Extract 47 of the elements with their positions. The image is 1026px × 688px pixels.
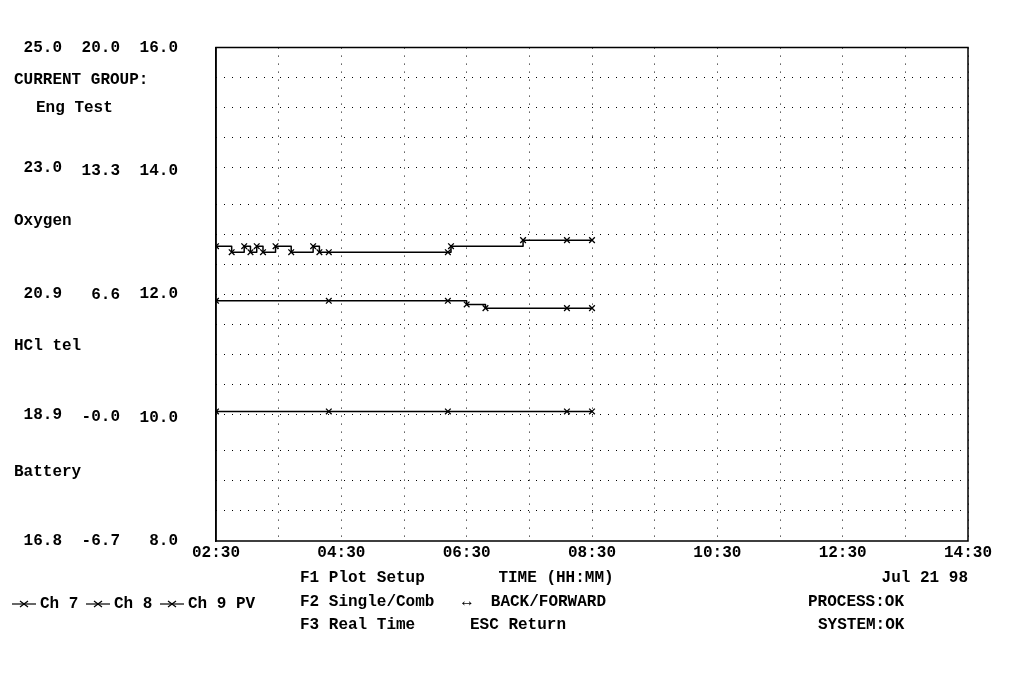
y3-tick-label: 14.0 xyxy=(139,161,178,180)
text: Oxygen xyxy=(14,212,72,231)
text: HCl tel xyxy=(14,337,82,356)
point xyxy=(253,242,261,250)
x-tick-label: 14:30 xyxy=(943,543,993,562)
point xyxy=(272,242,280,250)
point xyxy=(315,248,323,256)
point xyxy=(588,236,596,244)
y2-tick-label: 6.6 xyxy=(91,286,120,305)
text: Eng Test xyxy=(36,99,113,118)
legend-label: Ch 8 xyxy=(114,595,153,614)
text: SYSTEM:OK xyxy=(818,616,905,635)
y2-tick-label: 20.0 xyxy=(81,38,120,57)
x-tick-label: 12:30 xyxy=(818,543,867,562)
y2-tick-label: -0.0 xyxy=(81,408,120,427)
y3-tick-label: 12.0 xyxy=(139,285,178,304)
point xyxy=(259,248,267,256)
text: Battery xyxy=(14,463,82,482)
text: ↔ BACK/FORWARD xyxy=(462,593,607,612)
y-tick-label: 16.8 xyxy=(23,532,62,551)
x-tick-label: 06:30 xyxy=(442,543,491,562)
text: CURRENT GROUP: xyxy=(14,71,149,90)
y-tick-label: 18.9 xyxy=(23,405,62,424)
legend-label: Ch 7 xyxy=(40,595,79,614)
text: F3 Real Time xyxy=(300,616,416,635)
y3-tick-label: 8.0 xyxy=(149,532,178,551)
x-tick-label: 08:30 xyxy=(567,543,617,562)
text: PV xyxy=(236,595,256,614)
y-tick-label: 20.9 xyxy=(23,285,62,304)
y3-tick-label: 16.0 xyxy=(139,38,178,57)
point xyxy=(228,248,236,256)
x-tick-label: 02:30 xyxy=(191,543,241,562)
y2-tick-label: 13.3 xyxy=(81,162,120,181)
y-tick-label: 23.0 xyxy=(23,158,62,177)
text: ESC Return xyxy=(470,616,567,635)
x-axis-title: TIME (HH:MM) xyxy=(498,569,614,588)
x-tick-label: 04:30 xyxy=(317,543,366,562)
point xyxy=(246,248,254,256)
text: PROCESS:OK xyxy=(808,593,905,612)
text: F2 Single/Comb xyxy=(300,593,435,612)
y-tick-label: 25.0 xyxy=(23,38,62,57)
y3-tick-label: 10.0 xyxy=(139,408,178,427)
text: Jul 21 98 xyxy=(881,569,968,588)
legend-label: Ch 9 xyxy=(188,595,227,614)
y2-tick-label: -6.7 xyxy=(81,532,120,551)
text: F1 Plot Setup xyxy=(300,569,425,588)
x-tick-label: 10:30 xyxy=(693,543,742,562)
